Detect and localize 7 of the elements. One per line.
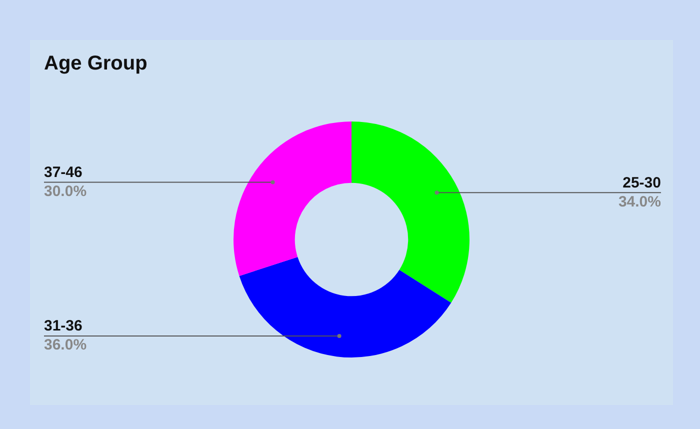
slice-label: 31-36 (44, 318, 82, 335)
slice-label: 25-30 (622, 174, 661, 192)
slice-label: 37-46 (44, 164, 82, 181)
data-label: 36.0% (44, 336, 87, 354)
chart-title: Age Group (44, 52, 148, 75)
data-label: 30.0% (44, 182, 87, 200)
data-label: 34.0% (618, 193, 661, 210)
